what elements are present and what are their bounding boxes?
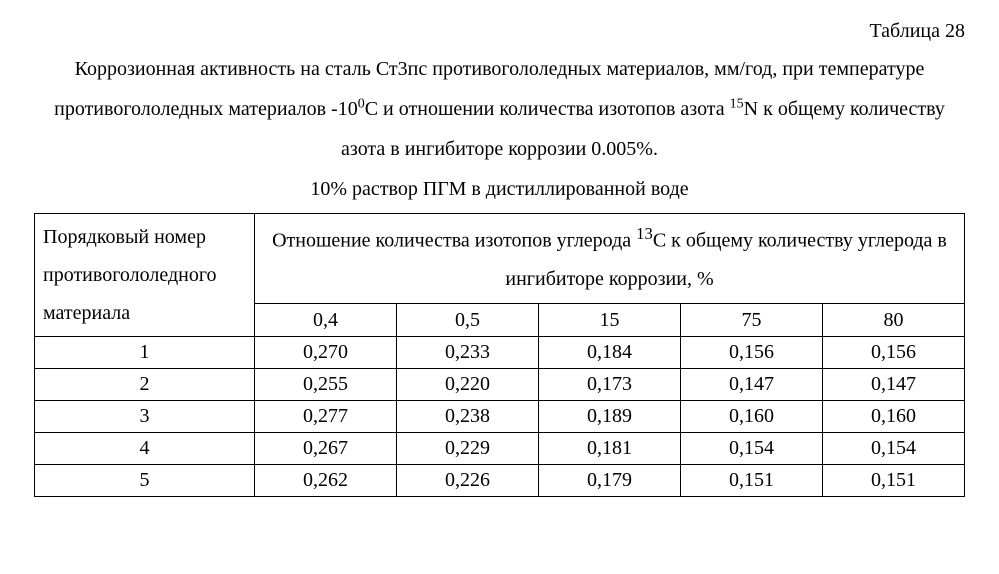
cell: 0,238 bbox=[397, 401, 539, 433]
table-row: 2 0,255 0,220 0,173 0,147 0,147 bbox=[35, 369, 965, 401]
cell: 0,151 bbox=[681, 465, 823, 497]
row-index: 4 bbox=[35, 433, 255, 465]
cell: 0,179 bbox=[539, 465, 681, 497]
cell: 0,181 bbox=[539, 433, 681, 465]
row-index: 2 bbox=[35, 369, 255, 401]
data-table: Порядковый номер противогололедного мате… bbox=[34, 213, 965, 497]
cell: 0,173 bbox=[539, 369, 681, 401]
row-index: 3 bbox=[35, 401, 255, 433]
column-group-label: Отношение количества изотопов углерода 1… bbox=[255, 214, 965, 304]
cell: 0,226 bbox=[397, 465, 539, 497]
col-header: 0,4 bbox=[255, 304, 397, 337]
cell: 0,156 bbox=[823, 337, 965, 369]
table-row: 1 0,270 0,233 0,184 0,156 0,156 bbox=[35, 337, 965, 369]
cell: 0,160 bbox=[681, 401, 823, 433]
page: Таблица 28 Коррозионная активность на ст… bbox=[0, 0, 999, 527]
cell: 0,255 bbox=[255, 369, 397, 401]
table-row: 3 0,277 0,238 0,189 0,160 0,160 bbox=[35, 401, 965, 433]
cell: 0,229 bbox=[397, 433, 539, 465]
cell: 0,233 bbox=[397, 337, 539, 369]
cell: 0,147 bbox=[681, 369, 823, 401]
row-index: 1 bbox=[35, 337, 255, 369]
table-header-row-1: Порядковый номер противогололедного мате… bbox=[35, 214, 965, 304]
row-index: 5 bbox=[35, 465, 255, 497]
cell: 0,267 bbox=[255, 433, 397, 465]
cell: 0,151 bbox=[823, 465, 965, 497]
cell: 0,262 bbox=[255, 465, 397, 497]
rowhead-label: Порядковый номер противогололедного мате… bbox=[35, 214, 255, 337]
table-body: 1 0,270 0,233 0,184 0,156 0,156 2 0,255 … bbox=[35, 337, 965, 497]
col-header: 15 bbox=[539, 304, 681, 337]
cell: 0,154 bbox=[681, 433, 823, 465]
table-caption: Коррозионная активность на сталь Ст3пс п… bbox=[34, 49, 965, 209]
table-number-label: Таблица 28 bbox=[34, 20, 965, 43]
cell: 0,147 bbox=[823, 369, 965, 401]
cell: 0,277 bbox=[255, 401, 397, 433]
cell: 0,184 bbox=[539, 337, 681, 369]
cell: 0,154 bbox=[823, 433, 965, 465]
col-header: 75 bbox=[681, 304, 823, 337]
table-row: 4 0,267 0,229 0,181 0,154 0,154 bbox=[35, 433, 965, 465]
cell: 0,189 bbox=[539, 401, 681, 433]
cell: 0,156 bbox=[681, 337, 823, 369]
col-header: 80 bbox=[823, 304, 965, 337]
cell: 0,220 bbox=[397, 369, 539, 401]
cell: 0,270 bbox=[255, 337, 397, 369]
table-row: 5 0,262 0,226 0,179 0,151 0,151 bbox=[35, 465, 965, 497]
cell: 0,160 bbox=[823, 401, 965, 433]
col-header: 0,5 bbox=[397, 304, 539, 337]
